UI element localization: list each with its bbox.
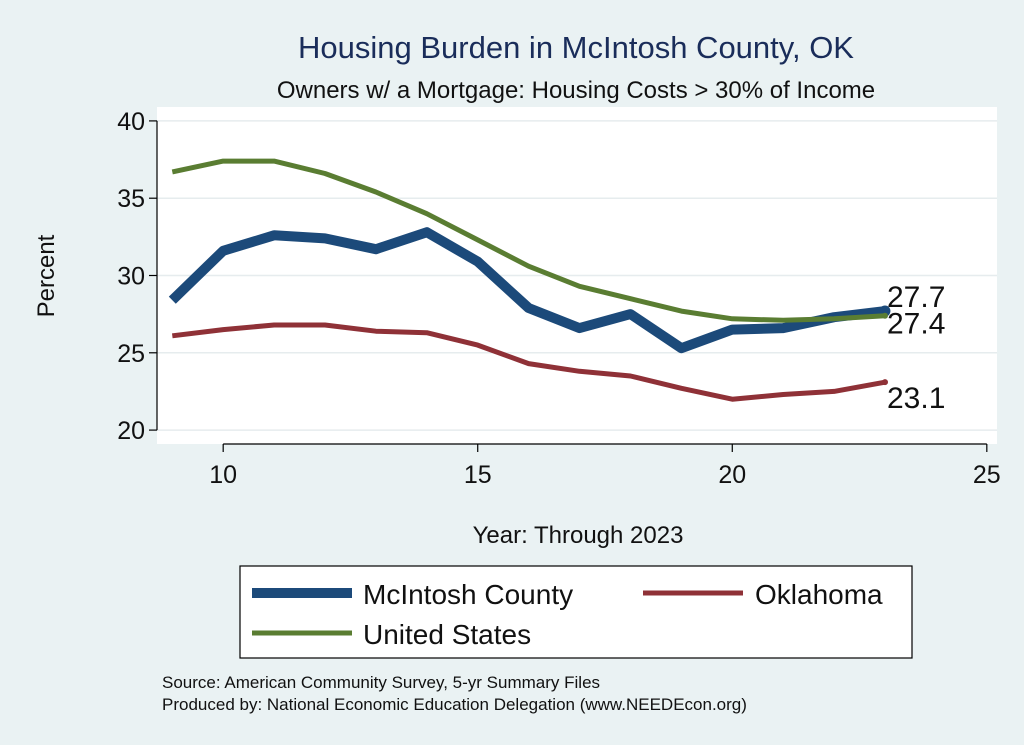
axes: 20 25 30 35 40 10 15 20 25 xyxy=(117,108,1001,489)
y-tick-label-25: 25 xyxy=(117,340,145,368)
series-line-mcintosh-county xyxy=(168,227,886,354)
series-end-marker-united-states xyxy=(882,312,888,319)
legend-label-mcintosh-county: McIntosh County xyxy=(363,579,573,610)
series-end-marker-oklahoma xyxy=(882,379,888,386)
end-label-mcintosh-county: 27.7 xyxy=(887,281,945,314)
legend-label-oklahoma: Oklahoma xyxy=(755,579,883,610)
y-tick-label-20: 20 xyxy=(117,417,145,445)
series-line-united-states xyxy=(171,158,886,323)
chart-title: Housing Burden in McIntosh County, OK xyxy=(298,30,854,65)
grid-lines xyxy=(157,120,997,431)
y-tick-label-40: 40 xyxy=(117,108,145,136)
y-tick-label-35: 35 xyxy=(117,185,145,213)
source-note: Source: American Community Survey, 5-yr … xyxy=(162,673,600,692)
x-tick-label-25: 25 xyxy=(973,461,1001,489)
end-label-united-states: 27.4 xyxy=(887,308,945,341)
x-axis-title: Year: Through 2023 xyxy=(473,522,684,549)
end-label-oklahoma: 23.1 xyxy=(887,382,945,415)
end-labels: 27.7 23.1 27.4 xyxy=(887,281,945,415)
legend: McIntosh County Oklahoma United States xyxy=(239,565,913,659)
x-tick-label-20: 20 xyxy=(718,461,746,489)
legend-box xyxy=(239,565,913,659)
legend-label-united-states: United States xyxy=(363,619,531,650)
y-axis-title: Percent xyxy=(33,234,60,317)
series-line-oklahoma xyxy=(171,322,886,402)
chart-subtitle: Owners w/ a Mortgage: Housing Costs > 30… xyxy=(277,77,875,104)
x-tick-label-10: 10 xyxy=(209,461,237,489)
x-tick-label-15: 15 xyxy=(464,461,492,489)
series-lines xyxy=(168,158,891,402)
producer-note: Produced by: National Economic Education… xyxy=(162,695,747,714)
y-tick-label-30: 30 xyxy=(117,263,145,291)
